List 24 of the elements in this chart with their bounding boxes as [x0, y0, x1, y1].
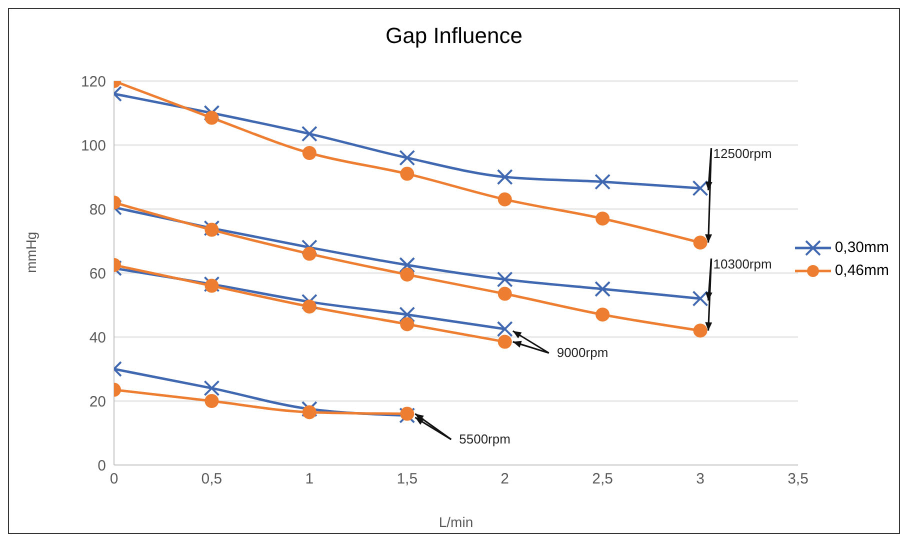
x-tick-label: 2	[500, 470, 510, 488]
y-tick-label: 60	[89, 265, 106, 282]
x-tick-label: 3,5	[788, 470, 808, 488]
y-tick-label: 20	[89, 393, 106, 410]
annotation: 10300rpm	[713, 256, 772, 272]
x-tick-label: 0,5	[201, 470, 222, 488]
x-tick-label: 2,5	[592, 470, 613, 488]
legend-label: 0,46mm	[834, 262, 889, 279]
x-tick-label: 3	[696, 470, 704, 488]
y-tick-label: 120	[80, 73, 106, 90]
annotation: 12500rpm	[713, 146, 772, 162]
y-tick-label: 100	[80, 137, 106, 154]
x-tick-label: 1,5	[396, 470, 418, 488]
y-tick-label: 80	[89, 201, 106, 218]
x-tick-label: 0	[110, 470, 118, 488]
legend-label: 0,30mm	[834, 239, 889, 256]
y-tick-label: 0	[98, 457, 106, 474]
y-tick-label: 40	[89, 329, 106, 346]
chart-title: Gap Influence	[384, 23, 524, 49]
x-axis-title: L/min	[438, 514, 474, 530]
x-tick-label: 1	[305, 470, 314, 488]
annotation: 9000rpm	[556, 345, 608, 360]
annotation: 5500rpm	[459, 431, 510, 446]
y-axis-title: mmHg	[22, 232, 39, 273]
